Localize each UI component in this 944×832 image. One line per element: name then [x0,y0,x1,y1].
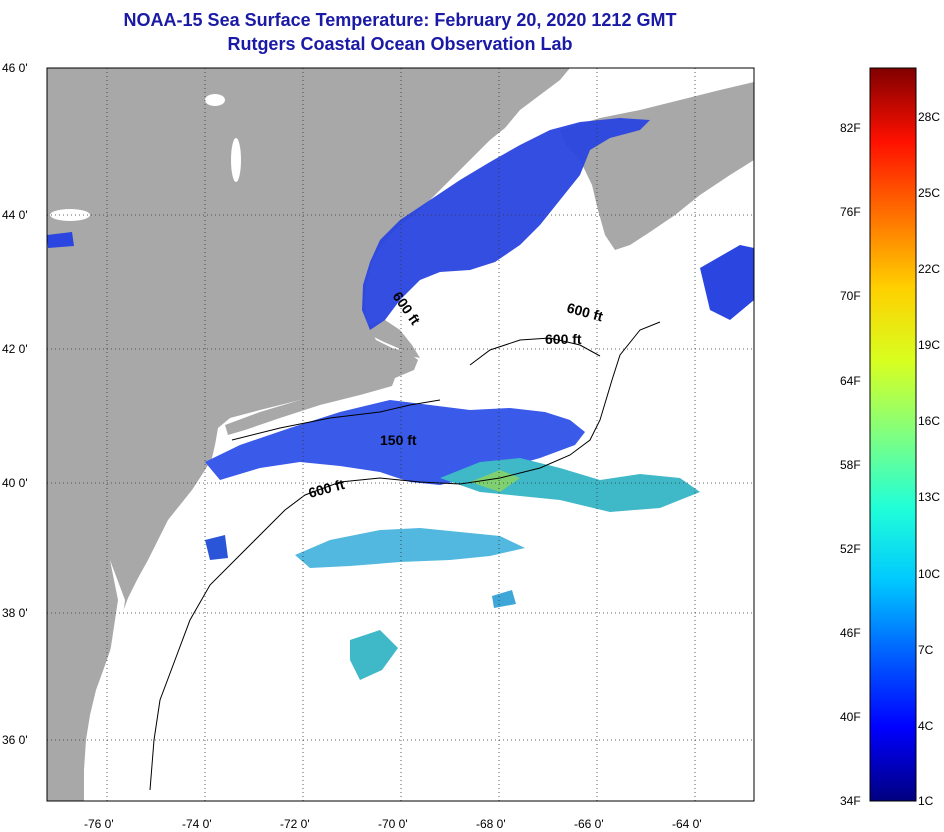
lat-label: 38 0' [2,606,28,620]
map-title: NOAA-15 Sea Surface Temperature: Februar… [123,10,677,30]
sst-green-patch [470,470,520,492]
fahrenheit-label: 70F [840,289,861,303]
lat-label: 46 0' [2,61,28,75]
sst-small-patch-4 [492,590,516,608]
lake [205,94,225,106]
fahrenheit-label: 46F [840,626,861,640]
latitude-axis: 46 0' 44 0' 42 0' 40 0' 38 0' 36 0' [2,61,28,747]
contour-600ft-gulf [469,337,601,366]
celsius-label: 10C [918,567,940,581]
fahrenheit-label: 76F [840,205,861,219]
fahrenheit-label: 58F [840,458,861,472]
contour-600ft-shelf [149,321,661,791]
fahrenheit-label: 64F [840,374,861,388]
contour-label: 600 ft [545,331,582,347]
land-delmarva [92,560,125,780]
celsius-label: 19C [918,338,940,352]
celsius-label: 28C [918,110,940,124]
lat-label: 40 0' [2,476,28,490]
lon-label: -70 0' [378,817,408,831]
land-long-island [225,378,395,435]
celsius-label: 16C [918,414,940,428]
sst-warm-patch [440,458,700,512]
lake-champlain [231,138,241,182]
celsius-label: 7C [918,643,934,657]
longitude-axis: -76 0' -74 0' -72 0' -70 0' -68 0' -66 0… [84,817,702,831]
map-subtitle: Rutgers Coastal Ocean Observation Lab [227,34,573,54]
contour-label: 150 ft [380,432,417,448]
celsius-label: 13C [918,490,940,504]
lon-label: -76 0' [84,817,114,831]
lon-label: -66 0' [574,817,604,831]
contour-150ft [231,399,441,441]
colorbar: 82F 76F 70F 64F 58F 52F 46F 40F 34F 28C … [840,67,940,808]
celsius-label: 25C [918,186,940,200]
land-cape-cod [368,320,420,358]
celsius-label: 22C [918,262,940,276]
fahrenheit-label: 52F [840,542,861,556]
lon-label: -68 0' [476,817,506,831]
fahrenheit-label: 40F [840,710,861,724]
sst-small-patch-3 [350,630,398,680]
sst-nova-scotia-shelf [700,245,754,320]
land-us-northeast [47,68,570,801]
fahrenheit-label: 34F [840,794,861,808]
lat-label: 44 0' [2,208,28,222]
sst-small-patch-1 [205,535,228,560]
celsius-label: 1C [918,794,934,808]
colorbar-gradient [869,67,917,802]
sst-gulf-of-maine [362,118,650,330]
lat-label: 42 0' [2,342,28,356]
lon-label: -74 0' [182,817,212,831]
sst-small-patch-2 [47,232,74,248]
map-frame [46,67,755,802]
lon-label: -72 0' [280,817,310,831]
lake-ontario [50,209,90,221]
lon-label: -64 0' [672,817,702,831]
celsius-label: 4C [918,719,934,733]
sst-slope-band [295,528,525,568]
lat-label: 36 0' [2,733,28,747]
fahrenheit-label: 82F [840,121,861,135]
